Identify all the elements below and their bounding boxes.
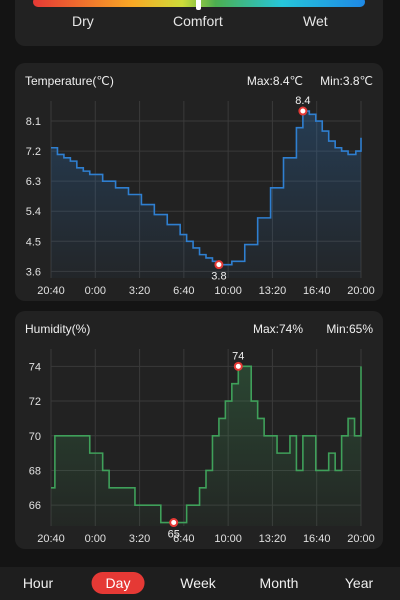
temperature-chart: 20:40 0:00 3:20 6:40 10:00 13:20 16:40 20:00 3.6… bbox=[26, 95, 375, 297]
humidity-x-tick: 16:40 bbox=[303, 533, 331, 545]
humidity-x-tick: 13:20 bbox=[259, 533, 287, 545]
temperature-min: Min:3.8℃ bbox=[320, 74, 373, 88]
tab-year[interactable]: Year bbox=[344, 575, 374, 591]
period-tab-bar: Hour Day Week Month Year bbox=[0, 567, 400, 600]
temperature-title: Temperature(℃) bbox=[25, 74, 114, 88]
temperature-x-tick: 0:00 bbox=[85, 285, 106, 297]
temperature-area bbox=[51, 111, 361, 279]
humidity-y-tick: 70 bbox=[29, 431, 41, 443]
temperature-card: Temperature(℃) Max:8.4℃ Min:3.8℃ 20:40 0:… bbox=[15, 63, 383, 301]
humidity-title: Humidity(%) bbox=[25, 322, 91, 336]
humidity-y-tick: 66 bbox=[29, 500, 41, 512]
tab-day[interactable]: Day bbox=[91, 572, 145, 594]
temperature-x-tick: 20:00 bbox=[347, 285, 375, 297]
tab-hour[interactable]: Hour bbox=[22, 575, 54, 591]
humidity-y-tick: 74 bbox=[29, 361, 41, 373]
humidity-min-point bbox=[169, 518, 179, 528]
comfort-scale-card: Dry Comfort Wet bbox=[15, 0, 383, 46]
humidity-area bbox=[51, 366, 361, 526]
humidity-max: Max:74% bbox=[252, 322, 303, 336]
temperature-y-tick: 3.6 bbox=[26, 266, 41, 278]
temperature-y-tick: 7.2 bbox=[26, 146, 41, 158]
humidity-card: Humidity(%) Max:74% Min:65% 20:40 0:00 3:2… bbox=[15, 311, 383, 549]
humidity-x-tick: 6:40 bbox=[173, 533, 194, 545]
temperature-max-point bbox=[298, 106, 308, 116]
temperature-x-tick: 16:40 bbox=[303, 285, 331, 297]
humidity-x-tick: 3:20 bbox=[129, 533, 150, 545]
humidity-x-tick: 0:00 bbox=[85, 533, 106, 545]
temperature-x-tick: 10:00 bbox=[214, 285, 242, 297]
humidity-series-line bbox=[51, 365, 362, 524]
humidity-max-point bbox=[233, 361, 243, 371]
humidity-min-label: 65 bbox=[168, 529, 180, 541]
comfort-label: Comfort bbox=[173, 13, 223, 29]
wet-label: Wet bbox=[303, 13, 328, 29]
humidity-chart: 20:40 0:00 3:20 6:40 10:00 13:20 16:40 20:00 66 6… bbox=[29, 349, 375, 545]
temperature-min-point bbox=[214, 260, 224, 270]
humidity-max-label: 74 bbox=[232, 350, 244, 362]
temperature-x-tick: 6:40 bbox=[173, 285, 194, 297]
humidity-x-tick: 10:00 bbox=[214, 533, 242, 545]
temperature-x-tick: 13:20 bbox=[259, 285, 287, 297]
temperature-max-label: 8.4 bbox=[295, 95, 310, 107]
temperature-x-tick: 3:20 bbox=[129, 285, 150, 297]
temperature-x-tick: 20:40 bbox=[37, 285, 65, 297]
temperature-y-tick: 6.3 bbox=[26, 176, 41, 188]
humidity-y-tick: 68 bbox=[29, 465, 41, 477]
temperature-y-tick: 8.1 bbox=[26, 116, 41, 128]
dry-label: Dry bbox=[72, 13, 94, 29]
temperature-series-line bbox=[51, 110, 362, 266]
tab-month[interactable]: Month bbox=[259, 575, 299, 591]
temperature-min-label: 3.8 bbox=[211, 271, 226, 283]
temperature-y-tick: 4.5 bbox=[26, 236, 41, 248]
temperature-y-tick: 5.4 bbox=[26, 206, 41, 218]
humidity-x-tick: 20:00 bbox=[347, 533, 375, 545]
humidity-y-tick: 72 bbox=[29, 396, 41, 408]
temperature-max: Max:8.4℃ bbox=[246, 74, 303, 88]
humidity-min: Min:65% bbox=[326, 322, 373, 336]
humidity-x-tick: 20:40 bbox=[37, 533, 65, 545]
tab-week[interactable]: Week bbox=[180, 575, 216, 591]
comfort-indicator bbox=[196, 0, 201, 10]
